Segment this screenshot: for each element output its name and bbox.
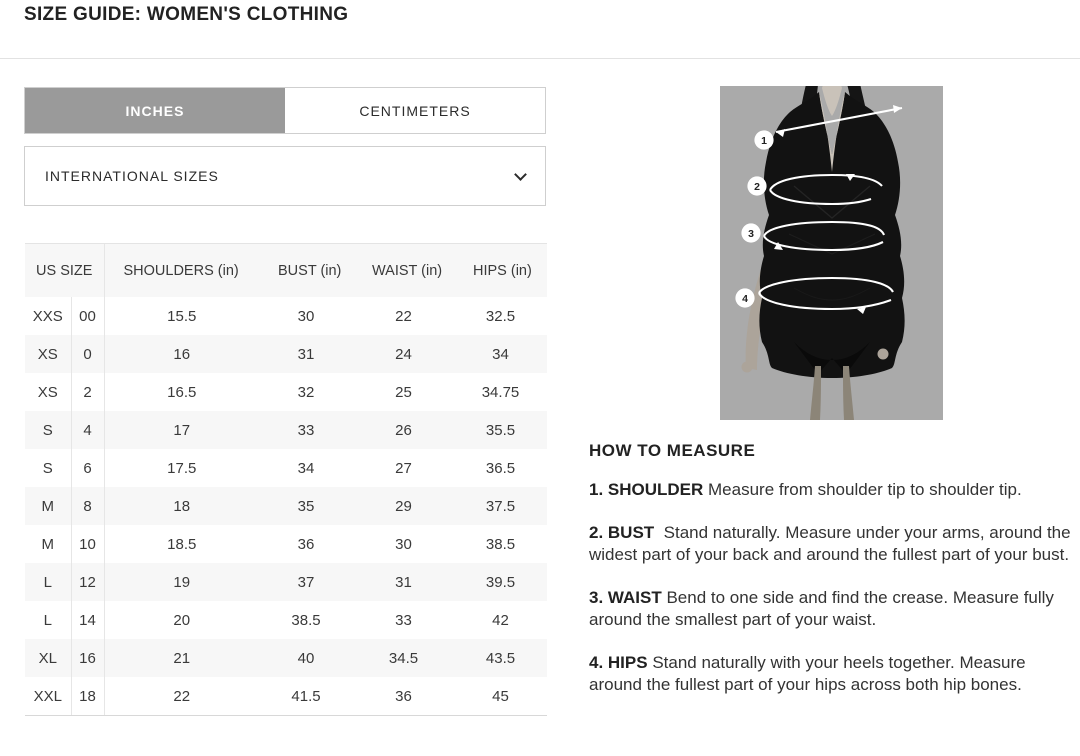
svg-text:3: 3 — [748, 228, 754, 240]
svg-text:2: 2 — [754, 181, 760, 193]
svg-text:4: 4 — [742, 293, 748, 305]
svg-text:1: 1 — [761, 135, 767, 147]
